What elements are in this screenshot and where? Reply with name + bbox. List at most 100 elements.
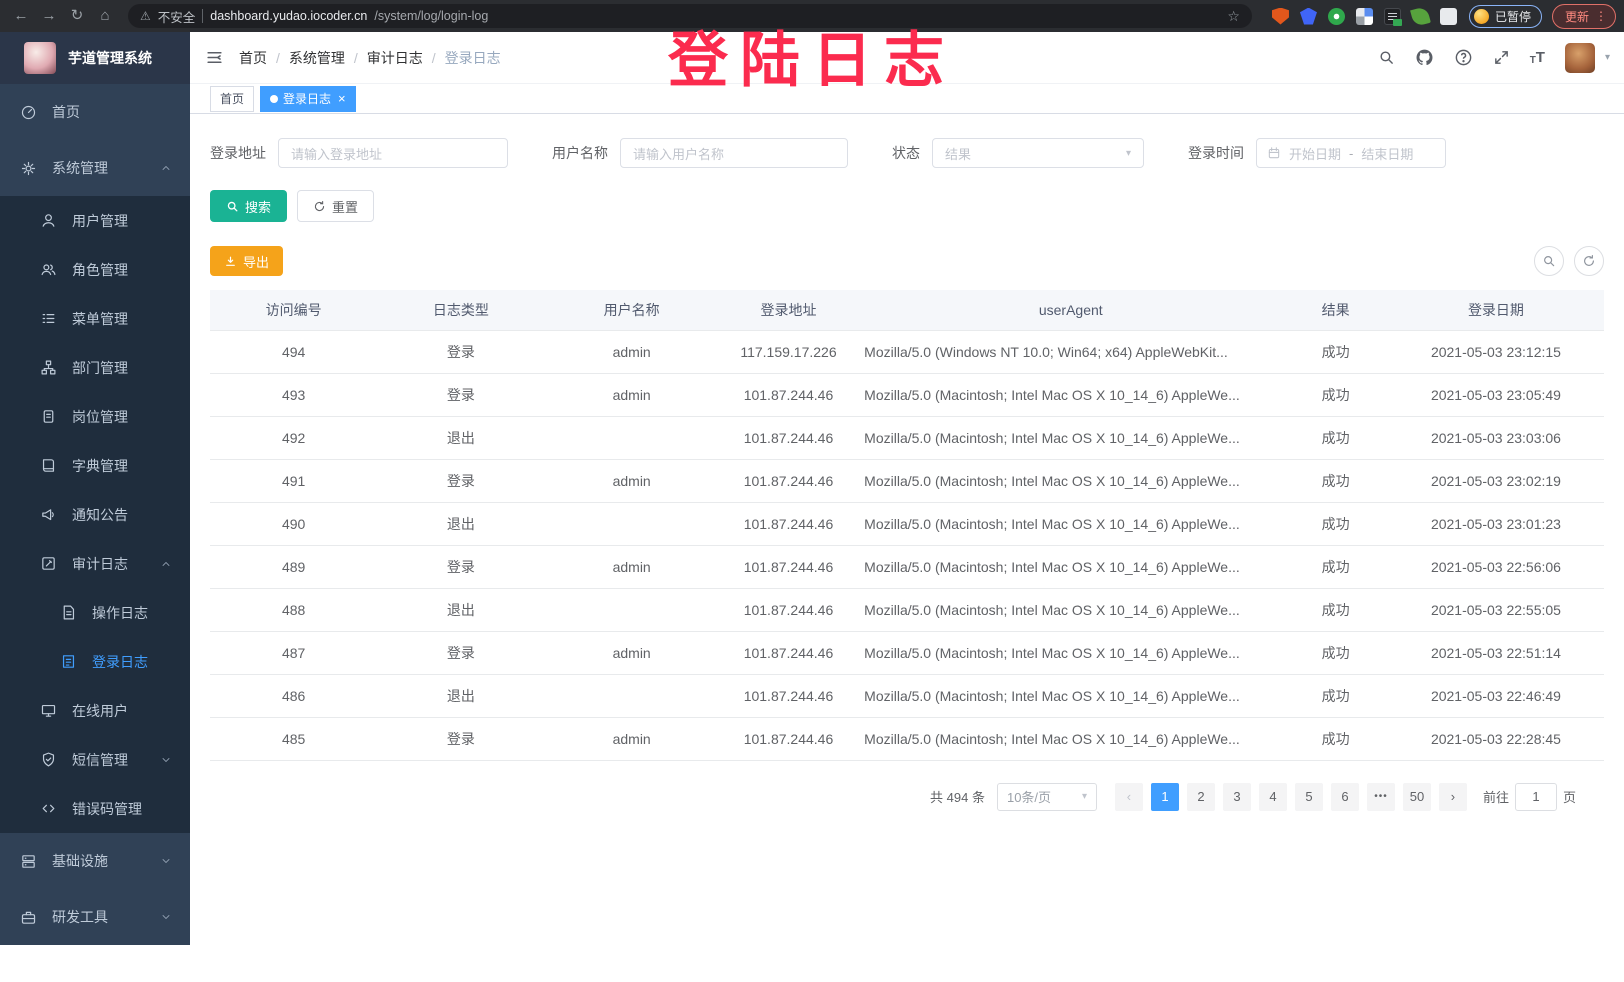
sidebar-item-dict-management[interactable]: 字典管理 [0, 441, 190, 490]
table-cell: Mozilla/5.0 (Macintosh; Intel Mac OS X 1… [858, 545, 1284, 589]
sidebar-item-error-code-management[interactable]: 错误码管理 [0, 784, 190, 833]
column-header: 访问编号 [210, 290, 378, 331]
breadcrumb-item[interactable]: 系统管理 [288, 49, 345, 66]
close-icon[interactable]: × [338, 91, 346, 106]
page-content: 登录地址 请输入登录地址 用户名称 请输入用户名称 状态 结果 ▾ 登录时间 [190, 114, 1624, 982]
next-page-button[interactable]: › [1438, 782, 1467, 811]
table-cell [544, 588, 719, 632]
active-tab-dot [270, 94, 279, 103]
paused-extension-pill[interactable]: 已暂停 [1468, 4, 1542, 28]
address-bar[interactable]: ⚠ 不安全 dashboard.yudao.iocoder.cn /system… [128, 4, 1252, 28]
sidebar-item-operation-log[interactable]: 操作日志 [0, 588, 190, 637]
table-cell: 2021-05-03 22:28:45 [1387, 717, 1604, 761]
table-cell: admin [544, 631, 719, 675]
end-date-placeholder: 结束日期 [1361, 146, 1414, 162]
login-address-input[interactable]: 请输入登录地址 [278, 138, 508, 168]
logo-bar[interactable]: 芋道管理系统 [0, 32, 190, 84]
page-button-3[interactable]: 3 [1222, 782, 1251, 811]
avatar[interactable] [1564, 42, 1595, 73]
sidebar-item-infrastructure[interactable]: 基础设施 [0, 833, 190, 889]
forward-icon[interactable]: → [41, 7, 57, 24]
table-cell: 成功 [1283, 717, 1388, 761]
table-cell: 101.87.244.46 [718, 502, 859, 546]
sidebar-item-dept-management[interactable]: 部门管理 [0, 343, 190, 392]
extension-blue-shield-icon[interactable] [1299, 7, 1317, 25]
table-cell: 退出 [377, 502, 545, 546]
reload-icon[interactable]: ↻ [70, 7, 84, 24]
sidebar-item-label: 系统管理 [52, 160, 108, 176]
back-icon[interactable]: ← [13, 7, 29, 24]
breadcrumb-item[interactable]: 审计日志 [366, 49, 423, 66]
table-toolbar-right [1524, 246, 1604, 276]
export-button[interactable]: 导出 [210, 246, 284, 276]
extension-shield-icon[interactable] [1271, 7, 1289, 25]
sidebar-item-dev-tools[interactable]: 研发工具 [0, 889, 190, 945]
sidebar-item-label: 用户管理 [72, 212, 128, 229]
sidebar-item-notice-announcement[interactable]: 通知公告 [0, 490, 190, 539]
goto-page-input[interactable]: 1 [1514, 782, 1557, 811]
sidebar-item-audit-log[interactable]: 审计日志 [0, 539, 190, 588]
search-button[interactable]: 搜索 [210, 190, 288, 222]
not-secure-icon: ⚠ [140, 9, 151, 23]
page-button-2[interactable]: 2 [1186, 782, 1215, 811]
extensions-puzzle-icon[interactable] [1439, 7, 1457, 25]
caret-down-icon[interactable]: ▾ [1604, 52, 1610, 63]
extension-grid-icon[interactable] [1355, 7, 1373, 25]
page-button-6[interactable]: 6 [1330, 782, 1359, 811]
login-time-range-picker[interactable]: 开始日期 - 结束日期 [1256, 138, 1446, 168]
column-header: 登录日期 [1387, 290, 1604, 331]
sidebar-item-online-users[interactable]: 在线用户 [0, 686, 190, 735]
filter-form: 登录地址 请输入登录地址 用户名称 请输入用户名称 状态 结果 ▾ 登录时间 [210, 138, 1604, 168]
browser-menu-icon[interactable]: ⋮ [1595, 9, 1607, 23]
table-cell: 101.87.244.46 [718, 416, 859, 460]
table-row: 493 登录 admin 101.87.244.46 Mozilla/5.0 (Maci… [210, 373, 1604, 417]
sidebar-item-login-log[interactable]: 登录日志 [0, 637, 190, 686]
security-label: 不安全 [157, 10, 196, 25]
login-address-label: 登录地址 [210, 145, 266, 161]
sidebar-item-post-management[interactable]: 岗位管理 [0, 392, 190, 441]
extension-leaf-icon[interactable] [1410, 5, 1431, 27]
github-icon[interactable] [1415, 48, 1434, 67]
table-cell: 101.87.244.46 [718, 674, 859, 718]
sidebar-item-home[interactable]: 首页 [0, 84, 190, 140]
page-button-1[interactable]: 1 [1150, 782, 1179, 811]
hamburger-icon[interactable] [190, 48, 239, 67]
toggle-search-icon[interactable] [1534, 246, 1564, 276]
page-button-5[interactable]: 5 [1294, 782, 1323, 811]
url-divider [202, 9, 204, 23]
fullscreen-icon[interactable] [1493, 49, 1510, 66]
prev-page-button[interactable]: ‹ [1114, 782, 1143, 811]
paused-label: 已暂停 [1494, 9, 1531, 24]
refresh-icon[interactable] [1574, 246, 1604, 276]
search-icon[interactable] [1378, 49, 1395, 66]
status-select[interactable]: 结果 ▾ [932, 138, 1144, 168]
home-icon[interactable]: ⌂ [100, 7, 110, 24]
table-cell: 101.87.244.46 [718, 631, 859, 675]
page-size-select[interactable]: 10条/页 ▾ [996, 782, 1097, 811]
tab-login-log[interactable]: 登录日志 × [260, 85, 356, 112]
page-button-50[interactable]: 50 [1402, 782, 1431, 811]
megaphone-icon [40, 506, 58, 523]
sidebar-item-role-management[interactable]: 角色管理 [0, 245, 190, 294]
sidebar-item-sms-management[interactable]: 短信管理 [0, 735, 190, 784]
browser-update-button[interactable]: 更新 ⋮ [1551, 3, 1616, 29]
tab-home[interactable]: 首页 [210, 85, 255, 112]
username-input[interactable]: 请输入用户名称 [620, 138, 848, 168]
extension-list-icon[interactable] [1383, 7, 1402, 26]
reset-button[interactable]: 重置 [297, 190, 375, 222]
bookmark-star-icon[interactable]: ☆ [1227, 7, 1240, 24]
help-question-icon[interactable] [1454, 48, 1473, 67]
sidebar-item-system-management[interactable]: 系统管理 [0, 140, 190, 196]
sidebar-item-user-management[interactable]: 用户管理 [0, 196, 190, 245]
table-cell: 487 [210, 631, 378, 675]
sidebar-item-label: 通知公告 [72, 506, 128, 523]
extension-green-circle-icon[interactable] [1327, 7, 1345, 25]
table-cell: Mozilla/5.0 (Macintosh; Intel Mac OS X 1… [858, 416, 1284, 460]
more-pages-button[interactable]: ••• [1366, 782, 1395, 811]
url-path: /system/log/login-log [374, 9, 489, 23]
page-button-4[interactable]: 4 [1258, 782, 1287, 811]
sidebar-item-menu-management[interactable]: 菜单管理 [0, 294, 190, 343]
column-header: userAgent [858, 290, 1284, 331]
breadcrumb-item[interactable]: 首页 [239, 49, 267, 66]
